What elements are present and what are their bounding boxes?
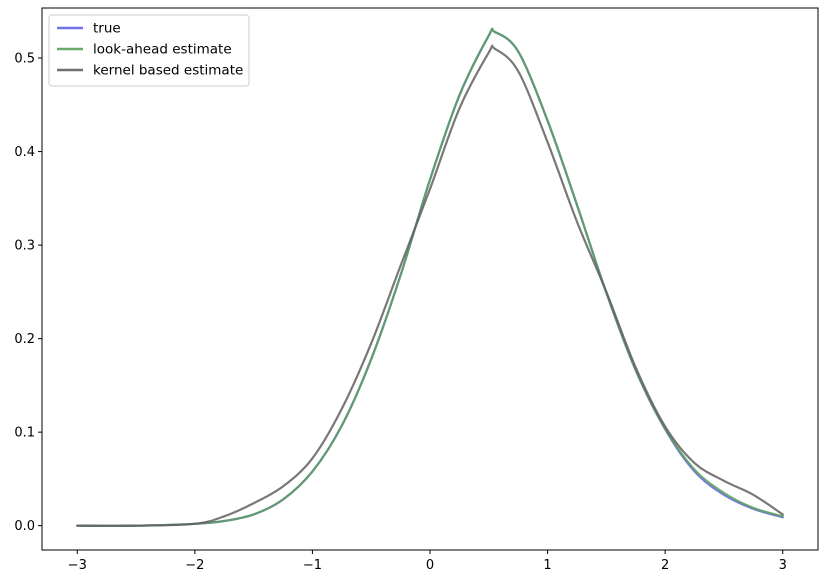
legend-label-0: true bbox=[93, 21, 121, 37]
x-tick-label: −2 bbox=[185, 558, 204, 573]
x-tick-label: −1 bbox=[303, 558, 322, 573]
legend-box bbox=[48, 14, 250, 87]
legend-label-1: look-ahead estimate bbox=[93, 42, 232, 58]
y-tick-label: 0.0 bbox=[14, 519, 35, 534]
x-tick-label: 3 bbox=[779, 558, 787, 573]
y-tick-label: 0.1 bbox=[14, 426, 35, 441]
y-tick-label: 0.3 bbox=[14, 239, 35, 254]
x-tick-label: 1 bbox=[543, 558, 551, 573]
legend-label-2: kernel based estimate bbox=[93, 63, 243, 79]
y-tick-label: 0.2 bbox=[14, 332, 35, 347]
y-axis: 0.0 0.1 0.2 0.3 0.4 0.5 bbox=[14, 52, 42, 534]
series-layer bbox=[76, 27, 784, 527]
x-axis: −3 −2 −1 0 1 2 3 bbox=[68, 550, 787, 573]
x-tick-label: 0 bbox=[426, 558, 434, 573]
y-tick-label: 0.5 bbox=[14, 52, 35, 67]
x-tick-label: −3 bbox=[68, 558, 87, 573]
x-tick-label: 2 bbox=[661, 558, 669, 573]
y-tick-label: 0.4 bbox=[14, 145, 35, 160]
series-line-2 bbox=[76, 44, 784, 527]
legend: true look-ahead estimate kernel based esti… bbox=[48, 14, 250, 87]
